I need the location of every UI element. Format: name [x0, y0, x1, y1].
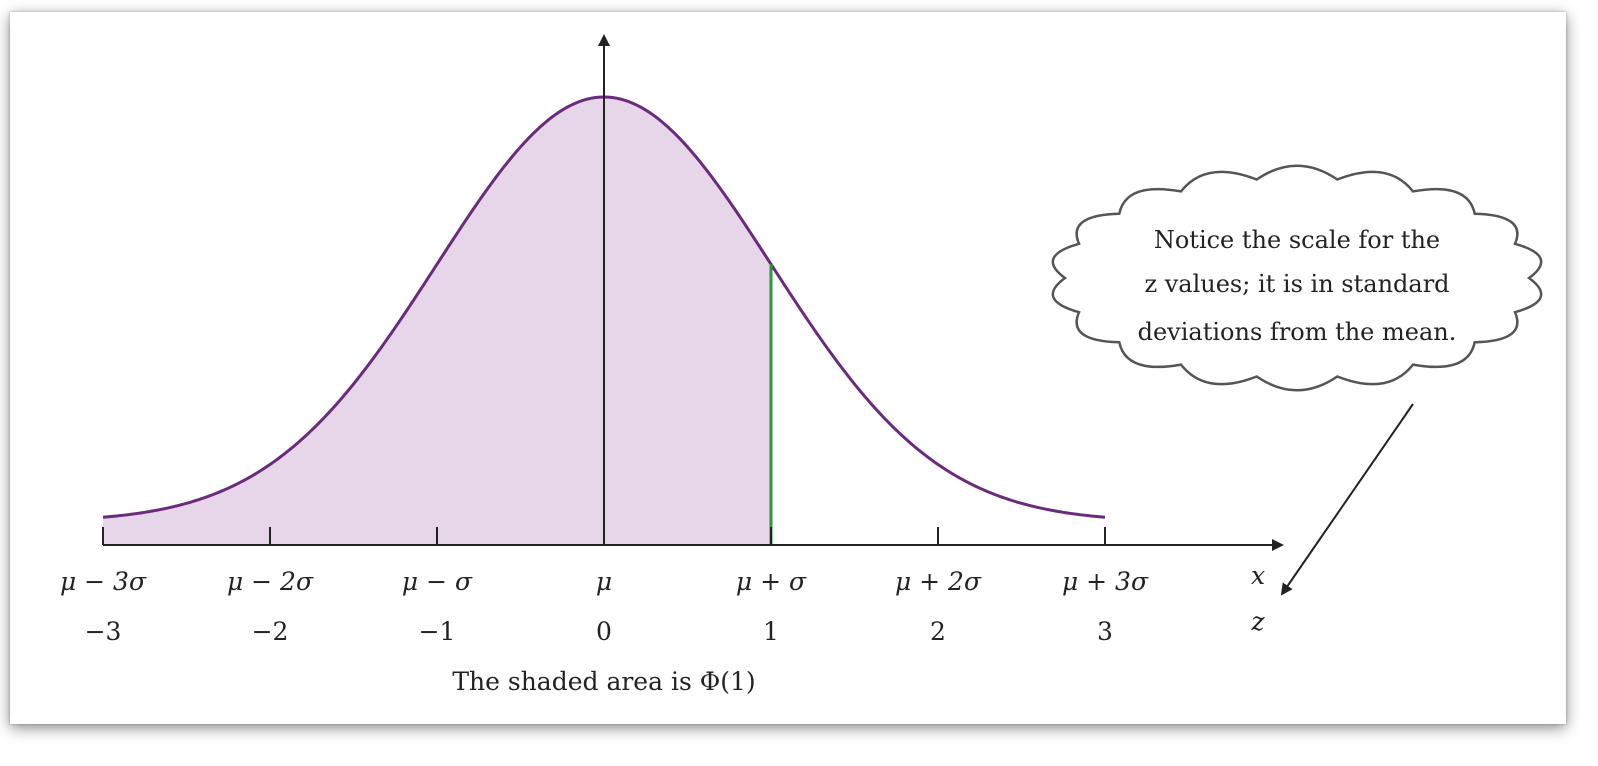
x-tick-label: μ − 2σ: [227, 567, 314, 596]
shaded-area: [103, 97, 771, 545]
z-tick-label: −1: [419, 617, 456, 646]
z-tick-label: −2: [252, 617, 289, 646]
cloud-shape: [1051, 164, 1543, 392]
x-tick-label: μ − σ: [402, 567, 473, 596]
axis-label-z: z: [1250, 607, 1265, 636]
x-axis-ticks: μ − 3σ −3 μ − 2σ −2 μ − σ −1 μ 0 μ + σ 1 μ + 2σ 2 μ …: [60, 527, 1149, 646]
z-tick-label: 2: [930, 617, 946, 646]
x-tick-label: μ + σ: [736, 567, 807, 596]
x-tick-label: μ + 3σ: [1062, 567, 1149, 596]
z-tick-label: 3: [1097, 617, 1113, 646]
x-tick-label: μ + 2σ: [895, 567, 982, 596]
chart-caption: The shaded area is Φ(1): [452, 667, 755, 696]
annotation-arrow: [1280, 403, 1414, 596]
annotation-line-3: deviations from the mean.: [1138, 318, 1457, 346]
annotation-line-1: Notice the scale for the: [1154, 226, 1440, 254]
x-tick-label: μ: [596, 567, 612, 596]
z-tick-label: −3: [85, 617, 122, 646]
axis-label-x: x: [1251, 561, 1265, 590]
z-tick-label: 0: [596, 617, 612, 646]
annotation-cloud: Notice the scale for the z values; it is…: [1051, 164, 1543, 596]
annotation-line-2: z values; it is in standard: [1144, 270, 1449, 298]
x-tick-label: μ − 3σ: [60, 567, 147, 596]
z-tick-label: 1: [763, 617, 779, 646]
